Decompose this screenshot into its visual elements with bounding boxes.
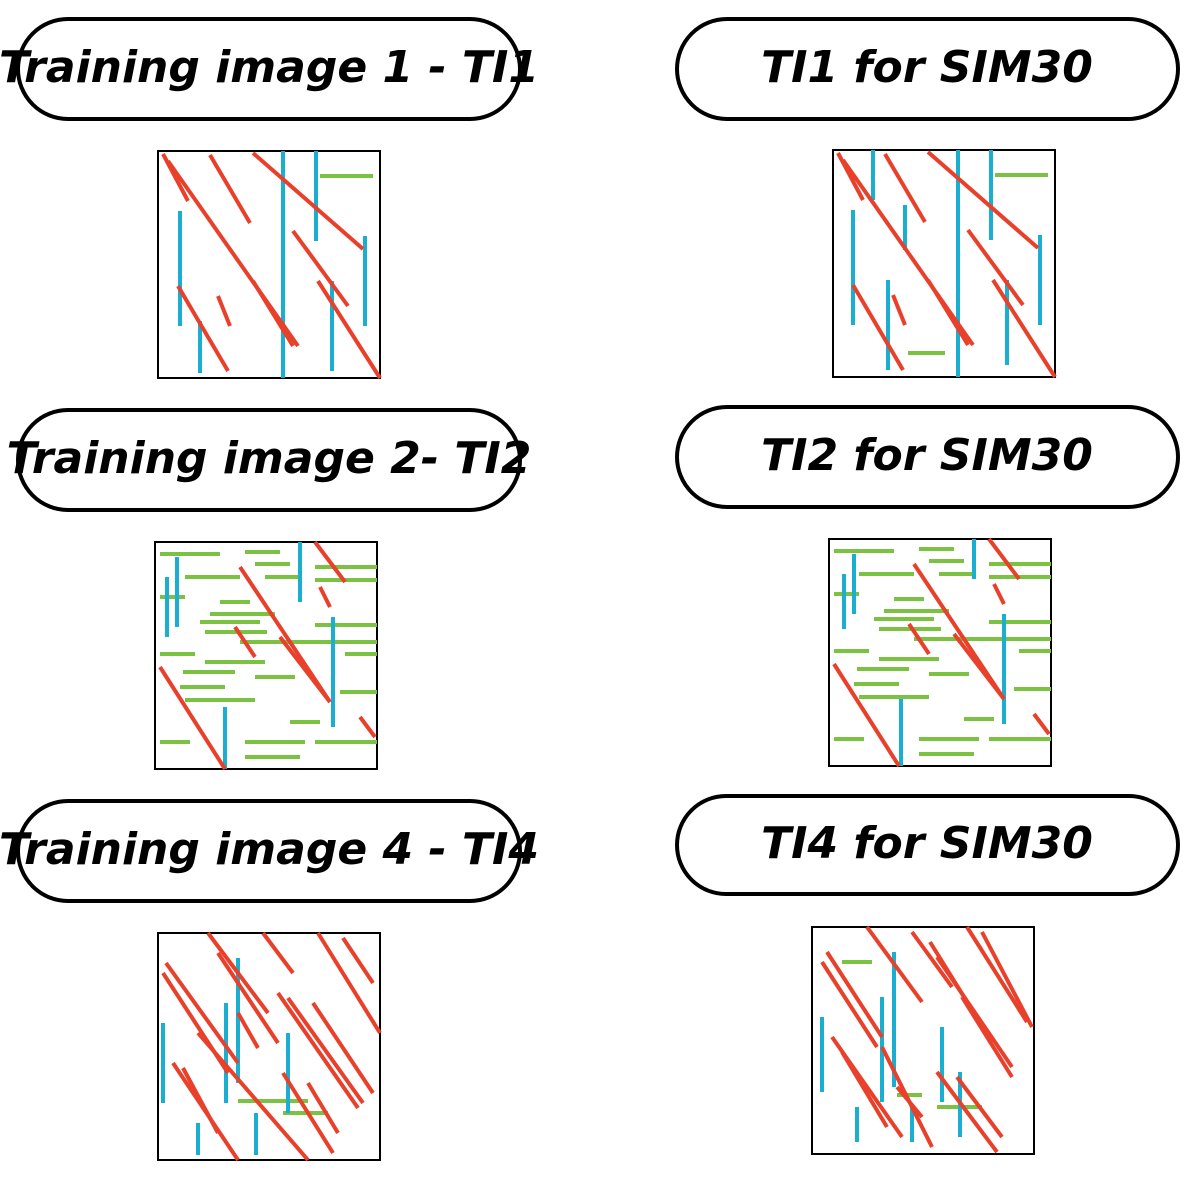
red-line [306,1081,340,1135]
red-line [216,951,280,1045]
image-panel [811,925,1035,1155]
red-line [987,537,1021,581]
image-panel [157,150,382,380]
red-line [865,925,924,1004]
image-panel [154,540,378,771]
label-pill [675,405,1180,509]
red-line [318,586,332,608]
label-pill [675,794,1180,896]
red-line [907,622,931,656]
red-line [158,665,227,771]
red-line [251,151,365,251]
red-line [276,991,360,1110]
panel-label: Training image 2- TI2 [7,433,532,484]
red-line [176,284,230,373]
panel-label: TI2 for SIM30 [761,430,1093,481]
red-line [935,1070,999,1154]
red-line [358,715,377,739]
panel-label: TI1 for SIM30 [761,42,1093,93]
label-pill [16,408,522,512]
red-line [851,283,905,372]
red-line [216,295,232,327]
image-frame [157,932,381,1161]
panel-label: TI4 for SIM30 [761,818,1093,869]
red-line [910,930,954,989]
red-line [840,1050,889,1129]
image-frame [811,926,1035,1155]
image-panel [157,931,382,1162]
red-line [883,152,927,224]
red-line [251,279,295,348]
red-line [991,278,1057,379]
red-line [164,961,240,1065]
red-line [261,931,295,975]
red-line [935,955,1014,1069]
red-line [181,1067,220,1134]
red-line [965,925,1029,1024]
label-pill [16,799,522,903]
image-panel [828,537,1052,768]
panel-label: Training image 4 - TI4 [0,824,539,875]
red-line [926,278,970,347]
red-line [196,1031,310,1162]
red-line [825,950,884,1039]
image-frame [832,149,1056,378]
red-line [832,662,901,768]
red-line [820,960,879,1049]
red-line [206,931,270,1015]
red-line [980,931,1034,1028]
panel-label: Training image 1 - TI1 [0,42,539,93]
image-panel [832,149,1057,379]
red-line [341,936,375,985]
red-line [992,583,1006,605]
red-line [311,1001,375,1095]
pills: Training image 1 - TI1 TI1 for SIM30 Tra… [0,17,1180,903]
red-line [1032,712,1051,736]
red-line [926,150,1040,250]
red-line [281,1071,335,1155]
red-line [286,996,365,1105]
red-line [313,540,347,584]
red-line [952,632,1006,701]
label-pill [16,17,522,121]
red-line [895,1085,924,1119]
red-line [236,1012,260,1049]
red-line [955,1075,1004,1139]
red-line [316,931,382,1035]
red-line [291,229,350,308]
red-line [316,279,382,380]
label-pill [675,17,1180,121]
red-line [208,153,252,225]
red-line [278,635,332,704]
red-line [960,995,1014,1079]
red-line [233,625,257,659]
red-line [966,228,1025,307]
image-frame [157,150,381,379]
red-line [891,294,907,326]
